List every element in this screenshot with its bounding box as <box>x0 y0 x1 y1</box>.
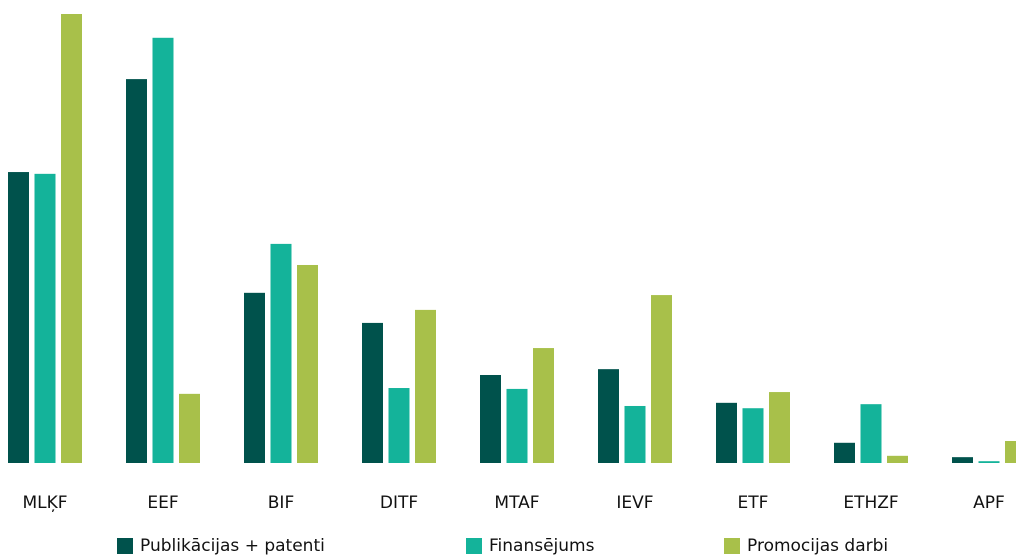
bar <box>651 295 672 463</box>
x-tick-label: ETF <box>738 493 769 513</box>
bar <box>769 392 790 463</box>
bar <box>179 393 200 463</box>
bar <box>126 79 147 463</box>
x-tick-label: MTAF <box>494 493 539 513</box>
x-tick-label: IEVF <box>616 493 653 513</box>
bar <box>34 173 56 463</box>
bar <box>1005 440 1016 463</box>
bar <box>598 369 619 463</box>
bar <box>152 37 174 464</box>
bar <box>8 172 29 463</box>
bar <box>415 309 436 463</box>
legend-swatch <box>117 538 133 554</box>
legend-swatch <box>724 538 740 554</box>
legend-label: Finansējums <box>489 536 595 556</box>
x-tick-label: DITF <box>380 493 418 513</box>
bar <box>834 442 855 463</box>
bar <box>362 322 383 463</box>
bar <box>388 388 410 463</box>
bar <box>270 243 292 463</box>
bar <box>624 405 646 463</box>
bar <box>61 14 82 463</box>
legend-label: Promocijas darbi <box>747 536 888 556</box>
bar <box>952 457 973 463</box>
bar <box>978 461 1000 463</box>
legend-swatch <box>466 538 482 554</box>
bar <box>533 348 554 463</box>
bar <box>742 408 764 463</box>
bar <box>480 374 501 463</box>
bar <box>506 388 528 463</box>
legend-label: Publikācijas + patenti <box>140 536 325 556</box>
x-tick-label: BIF <box>268 493 294 513</box>
bar <box>860 404 882 463</box>
x-tick-label: APF <box>973 493 1005 513</box>
bar <box>716 402 737 463</box>
x-tick-label: MLĶF <box>22 493 67 513</box>
x-tick-label: EEF <box>147 493 178 513</box>
x-tick-label: ETHZF <box>843 493 898 513</box>
bar <box>297 264 318 463</box>
bar <box>244 292 265 463</box>
bar <box>887 455 908 463</box>
